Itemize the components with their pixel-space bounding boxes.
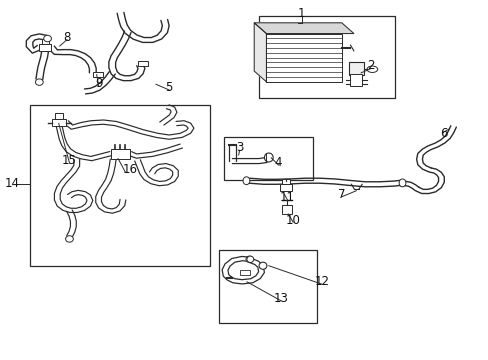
Text: 13: 13 [273,292,288,305]
Bar [224,137,312,180]
Bar [111,149,130,158]
Polygon shape [254,23,266,82]
Ellipse shape [245,256,252,262]
Text: 7: 7 [337,188,345,201]
Bar [93,72,103,77]
Text: 8: 8 [63,31,71,44]
Text: 5: 5 [165,81,172,94]
Ellipse shape [35,79,43,85]
Ellipse shape [43,35,51,42]
Bar [30,105,210,266]
Text: 12: 12 [314,275,329,288]
Bar [39,44,51,51]
Ellipse shape [243,177,249,185]
Text: 4: 4 [274,156,282,169]
Ellipse shape [246,256,253,262]
Ellipse shape [259,262,266,269]
Polygon shape [254,23,353,33]
Bar [259,16,394,98]
Bar [350,74,362,86]
Text: 2: 2 [366,59,374,72]
Text: 16: 16 [122,163,138,176]
Ellipse shape [264,153,273,162]
Bar [137,61,148,66]
Bar [279,184,291,191]
Bar [52,119,66,126]
Text: 15: 15 [62,154,77,167]
Bar [239,270,250,275]
Text: 3: 3 [236,141,243,154]
Ellipse shape [366,66,377,72]
Bar [42,39,48,44]
Bar [219,249,317,323]
Text: 14: 14 [5,177,20,190]
Text: 9: 9 [95,77,102,90]
Bar [55,113,63,119]
Bar [282,205,291,214]
Bar [282,179,289,184]
Text: 6: 6 [439,127,447,140]
Polygon shape [266,33,341,82]
Bar [348,62,363,75]
Text: 1: 1 [298,8,305,21]
Ellipse shape [65,236,73,242]
Text: 11: 11 [279,191,294,204]
Ellipse shape [398,179,405,187]
Text: 10: 10 [285,213,300,226]
